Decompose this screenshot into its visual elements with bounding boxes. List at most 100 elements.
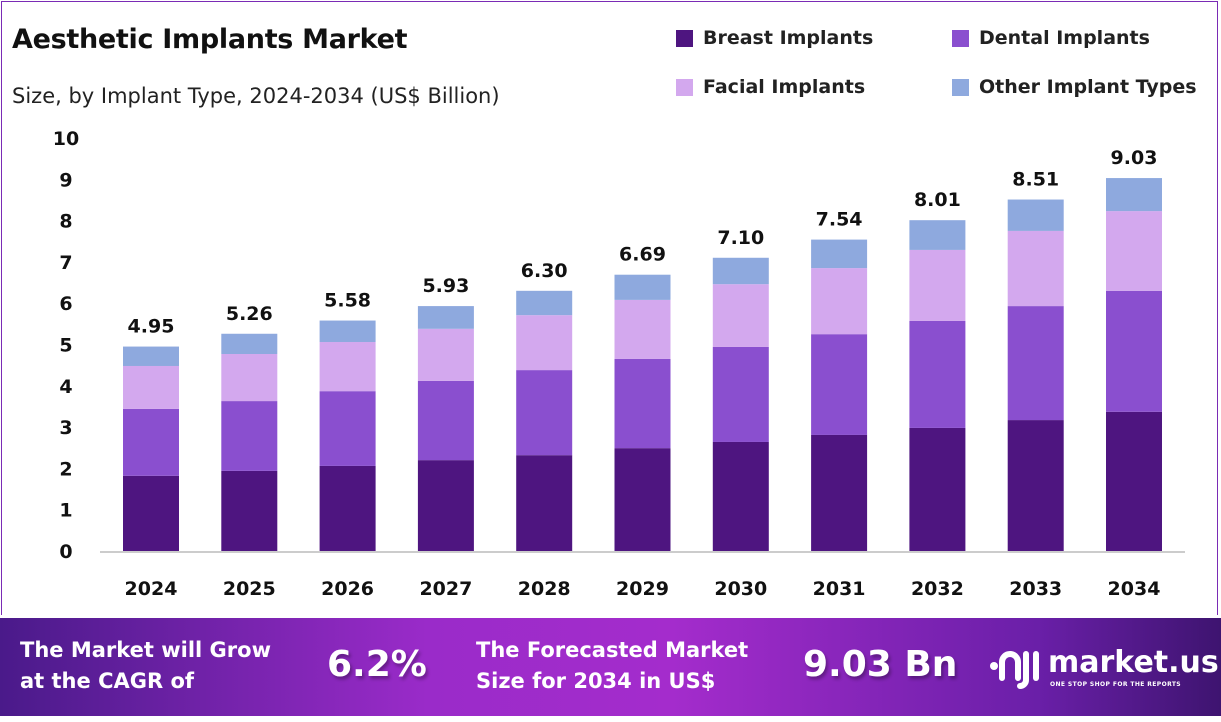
bar-segment-dental-implants	[221, 401, 278, 471]
cagr-label-line1: The Market will Grow	[20, 638, 271, 662]
bar-segment-facial-implants	[1106, 211, 1162, 291]
bar-segment-dental-implants	[123, 408, 179, 476]
x-tick-label: 2032	[911, 578, 964, 600]
forecast-label-line1: The Forecasted Market	[476, 638, 749, 662]
bar-segment-other-implant-types	[614, 274, 671, 300]
x-tick-label: 2025	[223, 578, 276, 600]
legend-facial-implants: Facial Implants	[676, 76, 865, 98]
x-tick-label: 2033	[1009, 578, 1062, 600]
legend-swatch	[676, 78, 693, 96]
bar-segment-facial-implants	[221, 353, 278, 402]
y-tick-label: 10	[53, 128, 79, 150]
bar-segment-other-implant-types	[1106, 178, 1162, 212]
bar-segment-facial-implants	[516, 315, 573, 371]
bar-segment-breast-implants	[516, 455, 573, 551]
bar-total-label: 9.03	[1111, 147, 1158, 169]
x-tick-label: 2029	[616, 578, 669, 600]
bar-segment-other-implant-types	[516, 290, 573, 316]
bar-segment-facial-implants	[614, 299, 671, 359]
bar-total-label: 5.26	[226, 303, 273, 325]
legend-swatch	[952, 29, 969, 47]
bar-total-label: 7.54	[816, 209, 863, 231]
y-tick-label: 2	[59, 458, 72, 480]
chart-subtitle: Size, by Implant Type, 2024-2034 (US$ Bi…	[12, 84, 500, 108]
x-tick-label: 2030	[714, 578, 767, 600]
x-tick-label: 2028	[518, 578, 571, 600]
bar-segment-breast-implants	[712, 441, 769, 551]
x-tick-label: 2024	[125, 578, 178, 600]
logo-tagline: ONE STOP SHOP FOR THE REPORTS	[1050, 681, 1182, 688]
bar-segment-dental-implants	[811, 334, 868, 435]
y-tick-label: 3	[59, 417, 72, 439]
legend-label: Dental Implants	[979, 27, 1150, 49]
bar-total-label: 5.58	[324, 290, 371, 312]
legend-swatch	[952, 78, 969, 96]
y-tick-label: 5	[59, 335, 72, 357]
bar-total-label: 5.93	[422, 275, 469, 297]
legend-other-implant-types: Other Implant Types	[952, 76, 1197, 98]
forecast-value: 9.03 Bn	[803, 644, 958, 685]
bar-segment-dental-implants	[516, 370, 573, 456]
chart-frame	[1, 1, 1218, 615]
y-tick-label: 1	[59, 500, 72, 522]
x-tick-label: 2027	[419, 578, 472, 600]
y-tick-label: 0	[59, 541, 72, 563]
bar-segment-dental-implants	[909, 320, 966, 428]
logo-text: market.us	[1048, 645, 1219, 680]
bar-segment-dental-implants	[319, 391, 376, 466]
cagr-label-line2: at the CAGR of	[20, 669, 195, 693]
bar-segment-breast-implants	[123, 475, 179, 551]
bar-segment-dental-implants	[712, 346, 769, 442]
cagr-value: 6.2%	[327, 644, 427, 685]
legend-dental-implants: Dental Implants	[952, 27, 1150, 49]
bar-segment-other-implant-types	[319, 320, 376, 343]
x-tick-label: 2031	[813, 578, 866, 600]
bar-total-label: 8.51	[1012, 169, 1059, 191]
legend-label: Facial Implants	[703, 76, 866, 98]
bar-segment-facial-implants	[811, 268, 868, 335]
bar-segment-breast-implants	[909, 427, 966, 551]
y-tick-label: 9	[59, 169, 72, 191]
bar-segment-other-implant-types	[712, 257, 769, 285]
bar-segment-facial-implants	[712, 284, 769, 347]
bar-segment-other-implant-types	[909, 220, 966, 250]
bar-segment-facial-implants	[123, 365, 179, 409]
bar-segment-other-implant-types	[811, 239, 868, 269]
x-tick-label: 2034	[1108, 578, 1161, 600]
legend-breast-implants: Breast Implants	[676, 27, 873, 49]
y-tick-label: 8	[59, 211, 72, 233]
footer-banner: The Market will Grow at the CAGR of 6.2%…	[0, 618, 1221, 716]
bar-segment-facial-implants	[417, 328, 474, 381]
y-tick-label: 7	[59, 252, 72, 274]
bar-segment-dental-implants	[1007, 306, 1064, 421]
forecast-label-line2: Size for 2034 in US$	[476, 669, 716, 693]
bar-segment-dental-implants	[417, 380, 474, 461]
bar-segment-breast-implants	[221, 470, 278, 551]
bar-total-label: 6.69	[619, 244, 666, 266]
bar-segment-facial-implants	[1007, 230, 1064, 307]
bar-segment-breast-implants	[1007, 420, 1064, 551]
bar-total-label: 8.01	[914, 189, 961, 211]
bar-segment-dental-implants	[1106, 290, 1162, 412]
bar-segment-breast-implants	[417, 460, 474, 551]
y-tick-label: 4	[59, 376, 72, 398]
bar-segment-other-implant-types	[1007, 199, 1064, 231]
bar-total-label: 7.10	[717, 227, 764, 249]
legend-label: Breast Implants	[703, 27, 874, 49]
chart-title: Aesthetic Implants Market	[12, 24, 408, 55]
chart-plot: 0 1 2 3 4 5 6 7 8 9 10 4.95 2024 5.26 2025 5.58 2026 5.93…	[53, 128, 1185, 600]
bar-segment-breast-implants	[1106, 411, 1162, 551]
bar-segment-other-implant-types	[221, 333, 278, 354]
bar-segment-breast-implants	[811, 434, 868, 551]
bar-segment-breast-implants	[319, 465, 376, 551]
bar-total-label: 6.30	[521, 260, 568, 282]
bar-segment-facial-implants	[319, 342, 376, 392]
bar-total-label: 4.95	[128, 316, 175, 338]
market-us-logo-icon	[990, 651, 1039, 689]
bar-segment-other-implant-types	[123, 346, 179, 366]
bar-segment-breast-implants	[614, 448, 671, 551]
legend-label: Other Implant Types	[979, 76, 1197, 98]
x-tick-label: 2026	[321, 578, 374, 600]
bar-segment-facial-implants	[909, 249, 966, 321]
legend-swatch	[676, 29, 693, 47]
